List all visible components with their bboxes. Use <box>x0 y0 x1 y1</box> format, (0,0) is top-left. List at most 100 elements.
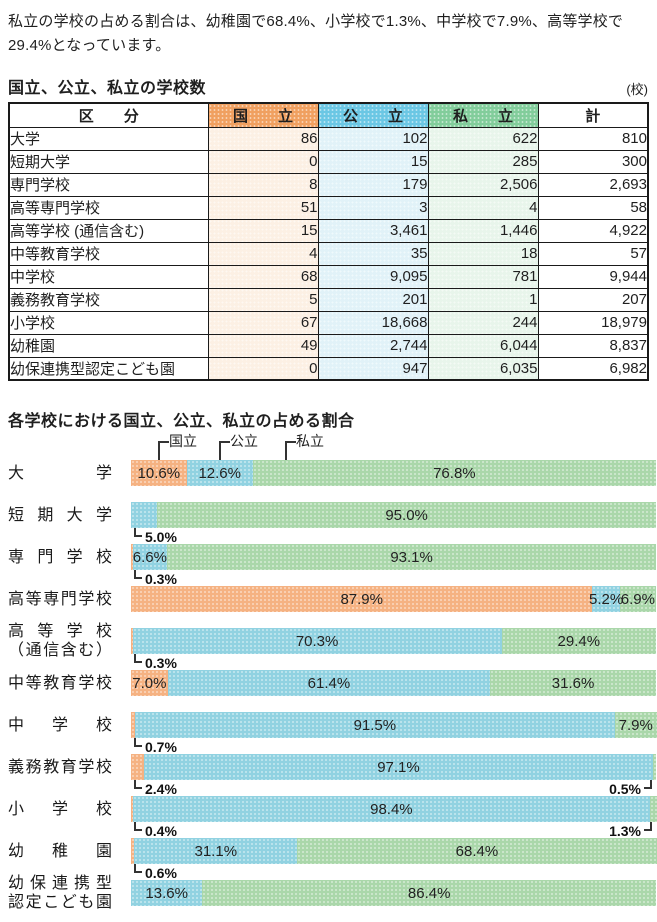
legend-corner-icon <box>158 441 169 460</box>
chart-row: 幼保連携型認定こども園 13.6% 86.4% <box>8 875 656 911</box>
chart-row-wrap: 中学校 91.5% 7.9% 0.7% <box>8 712 657 755</box>
stacked-bar: 31.1% 68.4% <box>131 838 657 864</box>
cell-national: 86 <box>207 126 319 151</box>
callout-left-label: 2.4% <box>145 781 177 797</box>
bar-segment-value-label: 86.4% <box>407 884 451 902</box>
bar-segment-private <box>649 796 657 822</box>
table-row: 専門学校 8 179 2,506 2,693 <box>8 172 649 197</box>
bar-segment-value-label: 76.8% <box>433 464 476 482</box>
bar-segment-national: 87.9% <box>131 586 593 612</box>
cell-public: 2,744 <box>317 333 429 358</box>
legend-item-national: 国立 <box>158 434 197 460</box>
chart-row: 高等専門学校 87.9% 5.2% 6.9% <box>8 586 656 612</box>
callout-left: 2.4% <box>134 780 180 797</box>
bar-segment-value-label: 91.5% <box>353 716 397 734</box>
table-header-total: 計 <box>537 102 649 128</box>
callout-corner-icon <box>134 570 142 579</box>
callout-right-label: 1.3% <box>609 823 641 839</box>
chart-row-wrap: 大学 10.6% 12.6% 76.8% <box>8 460 656 502</box>
cell-private: 781 <box>427 264 539 289</box>
stacked-bar: 6.6% 93.1% <box>131 544 656 570</box>
callout-right: 0.5% <box>606 780 652 797</box>
chart-row-wrap: 専門学校 6.6% 93.1% 0.3% <box>8 544 656 587</box>
bar-segment-value-label: 7.9% <box>618 716 653 734</box>
callout-left: 0.3% <box>134 654 180 671</box>
cell-category: 専門学校 <box>8 172 209 197</box>
cell-national: 15 <box>207 218 319 243</box>
cell-national: 4 <box>207 241 319 266</box>
stacked-bar: 98.4% <box>131 796 657 822</box>
callout-right: 1.3% <box>606 822 652 839</box>
table-header-private: 私 立 <box>427 102 539 128</box>
chart-row-wrap: 高等専門学校 87.9% 5.2% 6.9% <box>8 586 656 628</box>
chart-row: 短期大学 95.0% <box>8 502 656 528</box>
chart-row-wrap: 高等学校（通信含む） 70.3% 29.4% 0.3% <box>8 623 656 671</box>
callout-left: 5.0% <box>134 528 180 545</box>
callout-corner-icon <box>134 780 142 789</box>
cell-private: 285 <box>427 149 539 174</box>
stacked-bar: 87.9% 5.2% 6.9% <box>131 586 656 612</box>
cell-total: 6,982 <box>537 356 649 381</box>
cell-public: 3,461 <box>317 218 429 243</box>
legend-label-national: 国立 <box>169 433 197 449</box>
bar-segment-private: 95.0% <box>157 502 656 528</box>
callout-left: 0.4% <box>134 822 180 839</box>
callout-corner-icon <box>134 654 142 663</box>
cell-public: 18,668 <box>317 310 429 335</box>
chart-row-label: 中学校 <box>8 716 112 734</box>
bar-segment-value-label: 13.6% <box>145 884 188 902</box>
bar-segment-private: 6.9% <box>619 586 656 612</box>
chart-row: 小学校 98.4% <box>8 796 657 822</box>
cell-private: 6,035 <box>427 356 539 381</box>
chart-legend: 国立 公立 私立 <box>131 434 656 460</box>
chart-row-label: 専門学校 <box>8 548 112 566</box>
cell-category: 高等専門学校 <box>8 195 209 220</box>
chart-row-wrap: 小学校 98.4% 0.4% 1.3% <box>8 796 657 839</box>
cell-category: 高等学校 (通信含む) <box>8 218 209 243</box>
cell-private: 2,506 <box>427 172 539 197</box>
bar-segment-value-label: 6.6% <box>132 548 167 566</box>
cell-category: 義務教育学校 <box>8 287 209 312</box>
stacked-bar: 7.0% 61.4% 31.6% <box>131 670 656 696</box>
school-count-table: 区 分 国 立 公 立 私 立 計 大学 86 102 622 810 短期大学… <box>8 102 649 381</box>
cell-public: 35 <box>317 241 429 266</box>
table-header-national: 国 立 <box>207 102 319 128</box>
table-row: 大学 86 102 622 810 <box>8 126 649 151</box>
bar-segment-national <box>131 544 133 570</box>
callout-corner-icon <box>644 780 652 789</box>
intro-text: 私立の学校の占める割合は、幼稚園で68.4%、小学校で1.3%、中学校で7.9%… <box>8 13 624 54</box>
bar-segment-value-label: 87.9% <box>340 590 383 608</box>
callout-left-label: 5.0% <box>145 529 177 545</box>
cell-public: 179 <box>317 172 429 197</box>
bar-segment-value-label: 93.1% <box>390 548 433 566</box>
bar-segment-private: 29.4% <box>501 628 656 654</box>
chart-rows: 大学 10.6% 12.6% 76.8% 短期大学 95.0% <box>8 460 657 922</box>
bar-segment-public: 97.1% <box>143 754 654 780</box>
chart-row: 中学校 91.5% 7.9% <box>8 712 657 738</box>
legend-item-private: 私立 <box>285 434 324 460</box>
cell-category: 中学校 <box>8 264 209 289</box>
cell-total: 58 <box>537 195 649 220</box>
callout-row <box>131 696 656 712</box>
cell-national: 0 <box>207 149 319 174</box>
chart-row-label: 小学校 <box>8 800 112 818</box>
cell-category: 大学 <box>8 126 209 151</box>
cell-private: 6,044 <box>427 333 539 358</box>
bar-segment-value-label: 7.0% <box>132 674 167 692</box>
bar-segment-value-label: 5.2% <box>589 590 624 608</box>
bar-segment-value-label: 97.1% <box>377 758 420 776</box>
legend-item-public: 公立 <box>219 434 258 460</box>
bar-segment-value-label: 29.4% <box>557 632 601 650</box>
chart-row: 高等学校（通信含む） 70.3% 29.4% <box>8 623 656 659</box>
cell-public: 947 <box>317 356 429 381</box>
cell-national: 51 <box>207 195 319 220</box>
callout-row: 0.3% <box>131 654 656 671</box>
callout-row <box>131 612 656 628</box>
callout-left-label: 0.6% <box>145 865 177 881</box>
cell-total: 9,944 <box>537 264 649 289</box>
chart-row-label: 幼稚園 <box>8 842 112 860</box>
cell-category: 短期大学 <box>8 149 209 174</box>
cell-total: 4,922 <box>537 218 649 243</box>
chart-row-label: 中等教育学校 <box>8 674 112 692</box>
cell-total: 300 <box>537 149 649 174</box>
